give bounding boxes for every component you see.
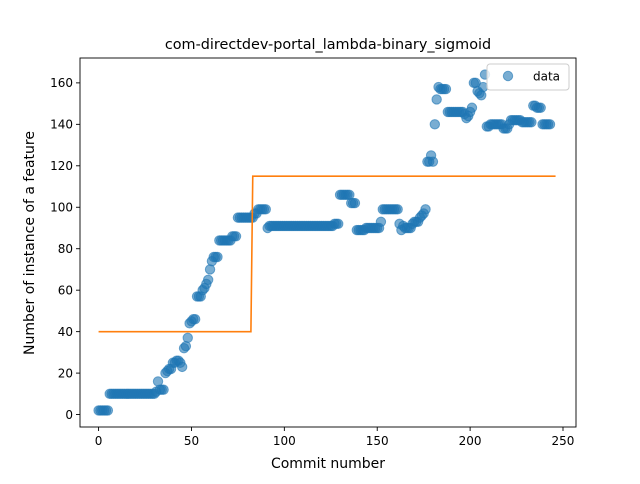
x-axis-label: Commit number <box>271 456 385 472</box>
x-tick-label-150: 150 <box>366 434 389 448</box>
data-point-47 <box>180 340 192 352</box>
data-point-60 <box>204 264 216 275</box>
y-tick-label-60: 60 <box>58 283 73 297</box>
data-point-176 <box>420 204 431 215</box>
x-tick-label-50: 50 <box>184 434 199 448</box>
y-tick-label-160: 160 <box>50 76 73 90</box>
data-point-181 <box>429 119 441 130</box>
axes: 0 50 100 150 200 250 0 20 40 60 80 100 120 140 160 <box>50 57 577 448</box>
y-tick-label-100: 100 <box>50 201 73 215</box>
x-tick-label-200: 200 <box>459 434 482 448</box>
legend: data <box>486 63 570 91</box>
data-point-90 <box>260 204 271 215</box>
data-point-201 <box>466 102 478 113</box>
legend-marker-data <box>502 70 514 82</box>
data-point-45 <box>176 361 188 373</box>
y-tick-label-0: 0 <box>65 408 73 422</box>
data-point-180 <box>427 156 439 167</box>
x-tick-label-100: 100 <box>273 434 296 448</box>
data-point-243 <box>544 119 556 130</box>
y-tick-label-120: 120 <box>50 159 73 173</box>
data-point-187 <box>440 83 452 95</box>
data-point-233 <box>526 117 537 128</box>
data-point-64 <box>212 251 223 263</box>
data-point-138 <box>349 197 361 209</box>
chart-title: com-directdev-portal_lambda-binary_sigmo… <box>165 37 491 53</box>
y-tick-label-40: 40 <box>58 325 73 339</box>
fit-line <box>98 175 556 333</box>
axes-frame <box>79 57 577 428</box>
data-point-206 <box>476 90 487 101</box>
data-point-161 <box>392 204 403 215</box>
data-point-48 <box>182 332 193 344</box>
data-point-238 <box>535 102 546 113</box>
data-point-59 <box>202 274 214 286</box>
y-axis-label: Number of instance of a feature <box>22 131 38 355</box>
y-tick-label-80: 80 <box>58 242 73 256</box>
legend-label-data: data <box>533 70 560 84</box>
data-point-35 <box>158 384 169 395</box>
data-point-74 <box>230 231 242 242</box>
data-point-152 <box>375 216 387 227</box>
data-point-129 <box>333 218 344 230</box>
x-tick-label-250: 250 <box>552 434 575 448</box>
data-point-207 <box>477 81 489 93</box>
x-tick-label-0: 0 <box>95 434 103 448</box>
data-point-52 <box>189 314 201 325</box>
plot-area <box>93 69 556 416</box>
y-tick-label-140: 140 <box>50 118 73 132</box>
y-tick-label-20: 20 <box>58 366 73 380</box>
data-point-182 <box>431 94 442 105</box>
legend-frame <box>486 63 570 91</box>
data-point-5 <box>102 405 114 416</box>
